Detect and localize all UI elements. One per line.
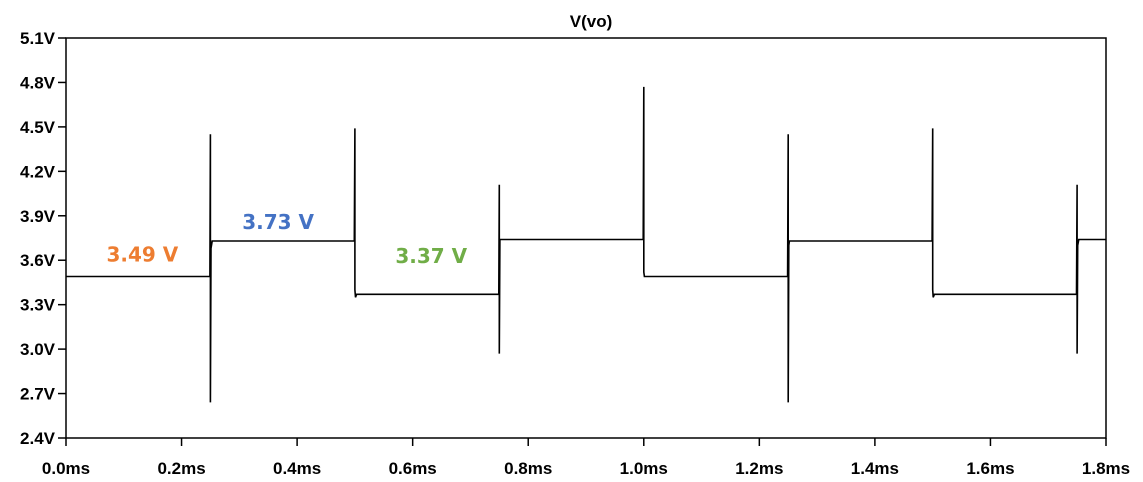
x-tick-label: 1.2ms: [735, 459, 783, 478]
x-tick-label: 1.6ms: [966, 459, 1014, 478]
y-tick-label: 4.2V: [20, 162, 56, 181]
chart-title: V(vo): [570, 12, 613, 31]
annotation-label: 3.73 V: [242, 210, 314, 234]
x-tick-label: 0.0ms: [42, 459, 90, 478]
annotation-label: 3.37 V: [395, 244, 467, 268]
annotation-label: 3.49 V: [106, 243, 178, 267]
y-tick-label: 2.7V: [20, 385, 56, 404]
x-tick-label: 1.4ms: [851, 459, 899, 478]
y-tick-label: 2.4V: [20, 429, 56, 448]
x-tick-label: 0.6ms: [389, 459, 437, 478]
y-axis: 2.4V 2.7V 3.0V 3.3V 3.6V 3.9V 4.2V 4.5V 4.8V 5.1V: [20, 29, 66, 448]
y-tick-label: 4.8V: [20, 73, 56, 92]
y-tick-label: 3.9V: [20, 207, 56, 226]
x-axis: 0.0ms 0.2ms 0.4ms 0.6ms 0.8ms 1.0ms 1.2ms 1.4ms…: [42, 438, 1130, 478]
x-tick-label: 0.8ms: [504, 459, 552, 478]
annotations: 3.49 V 3.73 V 3.37 V: [106, 210, 467, 268]
x-tick-label: 0.2ms: [157, 459, 205, 478]
y-tick-label: 3.3V: [20, 296, 56, 315]
y-tick-label: 4.5V: [20, 118, 56, 137]
x-tick-label: 0.4ms: [273, 459, 321, 478]
plot-frame: [65, 37, 1107, 439]
y-tick-label: 5.1V: [20, 29, 56, 48]
x-tick-label: 1.0ms: [620, 459, 668, 478]
y-tick-label: 3.6V: [20, 251, 56, 270]
y-tick-label: 3.0V: [20, 340, 56, 359]
series-line-vvo: [66, 86, 1106, 403]
x-tick-label: 1.8ms: [1082, 459, 1130, 478]
